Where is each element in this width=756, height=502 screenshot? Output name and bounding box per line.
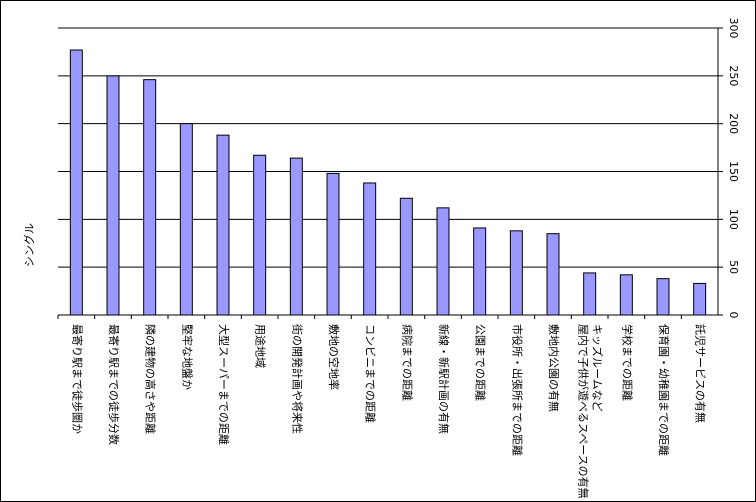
bar [583, 272, 597, 316]
y-tick-label: 150 [727, 161, 740, 182]
x-tick-label: コンビニまでの距離 [364, 324, 378, 423]
x-tick-label: 用途地域 [254, 324, 268, 368]
x-tick-label: 学校までの距離 [620, 324, 634, 401]
x-tick-label: キッズルームなど屋内で子供が遊べるスペースの有無 [577, 324, 605, 499]
bar [619, 274, 633, 316]
x-tick-label: 保育園・幼稚園までの距離 [657, 324, 671, 456]
x-tick-label: 大型スーパーまでの距離 [217, 324, 231, 445]
bar [326, 172, 340, 316]
x-tick-label: 公園までの距離 [474, 324, 488, 401]
x-tick-label: 病院までの距離 [400, 324, 414, 401]
bar [216, 134, 230, 316]
bar [656, 278, 670, 316]
x-tick-label: 隣の建物の高さや距離 [144, 324, 158, 434]
bar [69, 49, 83, 316]
bar [143, 79, 157, 316]
x-tick-label: 敷地内公園の有無 [547, 324, 561, 412]
bar [179, 123, 193, 316]
bar [546, 233, 560, 316]
x-tick-label: 託児サービスの有無 [694, 324, 708, 423]
y-tick-label: 0 [727, 312, 740, 319]
x-tick-label: 街の開発計画や将来性 [290, 324, 304, 434]
bar [693, 282, 707, 316]
y-axis-label: シングル [22, 223, 36, 267]
bar [106, 75, 120, 316]
x-tick-label: 最寄り駅までの徒歩分数 [107, 324, 121, 445]
y-tick-label: 100 [727, 209, 740, 230]
x-tick-label: 堅牢な地盤か [180, 324, 194, 390]
bar [436, 207, 450, 316]
y-tick-label: 50 [727, 260, 740, 274]
bar [399, 197, 413, 316]
y-tick-label: 200 [727, 113, 740, 134]
x-tick-label: 市役所・出張所までの距離 [510, 324, 524, 456]
y-tick-label: 300 [727, 18, 740, 39]
x-tick-label: 最寄り駅まで徒歩圏か [70, 324, 84, 434]
y-tick-label: 250 [727, 65, 740, 86]
bar [363, 182, 377, 316]
bar [253, 154, 267, 316]
bar [509, 230, 523, 316]
bar [473, 227, 487, 316]
x-tick-label: 新線・新駅計画の有無 [437, 324, 451, 434]
x-tick-label: 敷地の空地率 [327, 324, 341, 390]
bar [289, 157, 303, 316]
